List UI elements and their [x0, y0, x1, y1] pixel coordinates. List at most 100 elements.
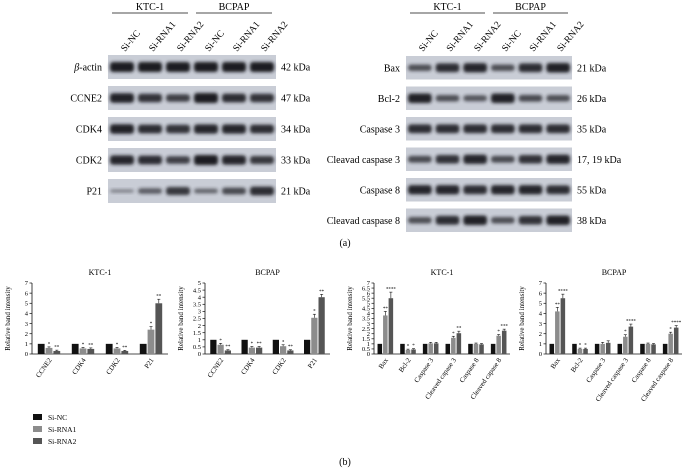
protein-band — [166, 156, 190, 164]
bar-si-nc — [468, 343, 473, 354]
significance-marker: **** — [386, 288, 397, 293]
significance-marker: ** — [122, 346, 128, 351]
significance-marker: **** — [671, 321, 682, 326]
protein-label: Cleavad caspase 3 — [327, 155, 400, 166]
y-tick-label: 1.5 — [362, 336, 370, 343]
bar-si-nc — [572, 343, 577, 354]
y-tick-label: 2 — [25, 331, 28, 338]
bar-si-rna2 — [388, 298, 394, 354]
significance-marker: **** — [626, 320, 637, 325]
bar-si-nc — [210, 339, 217, 354]
protein-band — [463, 124, 487, 134]
y-tick-label: 0 — [367, 351, 370, 358]
y-tick-label: 5 — [539, 300, 542, 307]
protein-band — [138, 188, 162, 194]
y-tick-label: 2.5 — [193, 316, 201, 323]
y-tick-label: 1 — [539, 341, 542, 348]
lane-label: Si-NC — [417, 29, 440, 54]
protein-band — [408, 217, 432, 224]
significance-marker: ** — [257, 342, 263, 347]
bar-si-rna1 — [428, 343, 433, 354]
significance-marker: * — [150, 322, 153, 327]
bar-si-rna1 — [113, 348, 121, 354]
x-tick-label: Caspase 8 — [458, 356, 481, 384]
protein-band — [435, 215, 460, 225]
significance-marker: ** — [54, 346, 60, 351]
y-tick-label: 0 — [539, 351, 542, 358]
y-tick-label: 6.5 — [362, 285, 370, 292]
blot-strip — [108, 55, 276, 79]
protein-band — [138, 124, 162, 134]
protein-band — [546, 62, 570, 73]
x-tick-label: P21 — [143, 356, 156, 370]
y-tick-label: 0.5 — [362, 346, 370, 353]
protein-band — [222, 62, 246, 72]
protein-band — [110, 62, 134, 72]
molecular-weight-label: 26 kDa — [577, 94, 607, 105]
protein-band — [518, 185, 543, 195]
protein-band — [491, 124, 515, 134]
significance-marker: ** — [88, 343, 94, 348]
protein-band — [110, 189, 134, 193]
bar-si-rna1 — [147, 329, 155, 354]
y-tick-label: 6 — [367, 290, 371, 297]
bar-si-nc — [71, 343, 79, 354]
significance-marker: **** — [558, 290, 569, 295]
chart-title: BCPAP — [255, 268, 280, 277]
y-axis-label: Relative band intensity — [346, 286, 354, 351]
significance-marker: ** — [156, 295, 162, 300]
significance-marker: * — [282, 340, 285, 345]
x-tick-label: P21 — [306, 356, 319, 370]
legend-swatch — [33, 426, 42, 432]
bar-si-rna2 — [87, 348, 95, 354]
protein-band — [463, 215, 487, 226]
chart-title: KTC-1 — [431, 268, 454, 277]
significance-marker: ** — [225, 345, 231, 350]
protein-band — [435, 124, 460, 134]
protein-band — [138, 155, 162, 165]
protein-band — [166, 62, 190, 72]
protein-band — [138, 93, 162, 103]
protein-band — [194, 62, 218, 72]
bar-si-rna1 — [248, 347, 255, 354]
bar-si-rna2 — [53, 350, 61, 354]
protein-band — [408, 124, 432, 134]
protein-band — [546, 185, 570, 195]
molecular-weight-label: 33 kDa — [281, 156, 311, 167]
y-tick-label: 2.5 — [362, 326, 370, 333]
protein-band — [546, 124, 570, 134]
molecular-weight-label: 35 kDa — [577, 124, 607, 135]
y-tick-label: 1 — [367, 341, 370, 348]
blot-strip — [108, 148, 276, 172]
protein-band — [194, 93, 218, 103]
significance-marker: * — [452, 332, 455, 337]
protein-band — [166, 187, 190, 195]
y-tick-label: 7 — [539, 280, 543, 287]
protein-band — [491, 155, 515, 163]
y-tick-label: 6 — [25, 290, 29, 297]
blot-strip — [108, 86, 276, 110]
significance-marker: * — [407, 345, 410, 350]
bar-si-rna1 — [577, 348, 583, 354]
lane-label: Si-NC — [500, 29, 523, 54]
bar-si-rna2 — [479, 344, 484, 354]
lane-label: Si-RNA1 — [445, 20, 476, 54]
y-tick-label: 4 — [25, 311, 29, 318]
bar-si-rna2 — [224, 350, 231, 354]
bar-si-rna1 — [311, 317, 318, 354]
significance-marker: * — [116, 343, 119, 348]
protein-band — [491, 64, 515, 71]
protein-band — [463, 154, 487, 164]
lane-label: Si-RNA1 — [232, 20, 263, 54]
blot-strip — [108, 117, 276, 141]
significance-marker: ** — [288, 345, 294, 350]
blot-strip — [406, 208, 572, 232]
protein-label: CCNE2 — [70, 94, 102, 105]
bar-si-rna2 — [605, 342, 611, 354]
protein-band — [491, 93, 515, 104]
significance-marker: * — [48, 342, 51, 347]
y-tick-label: 6 — [539, 290, 543, 297]
